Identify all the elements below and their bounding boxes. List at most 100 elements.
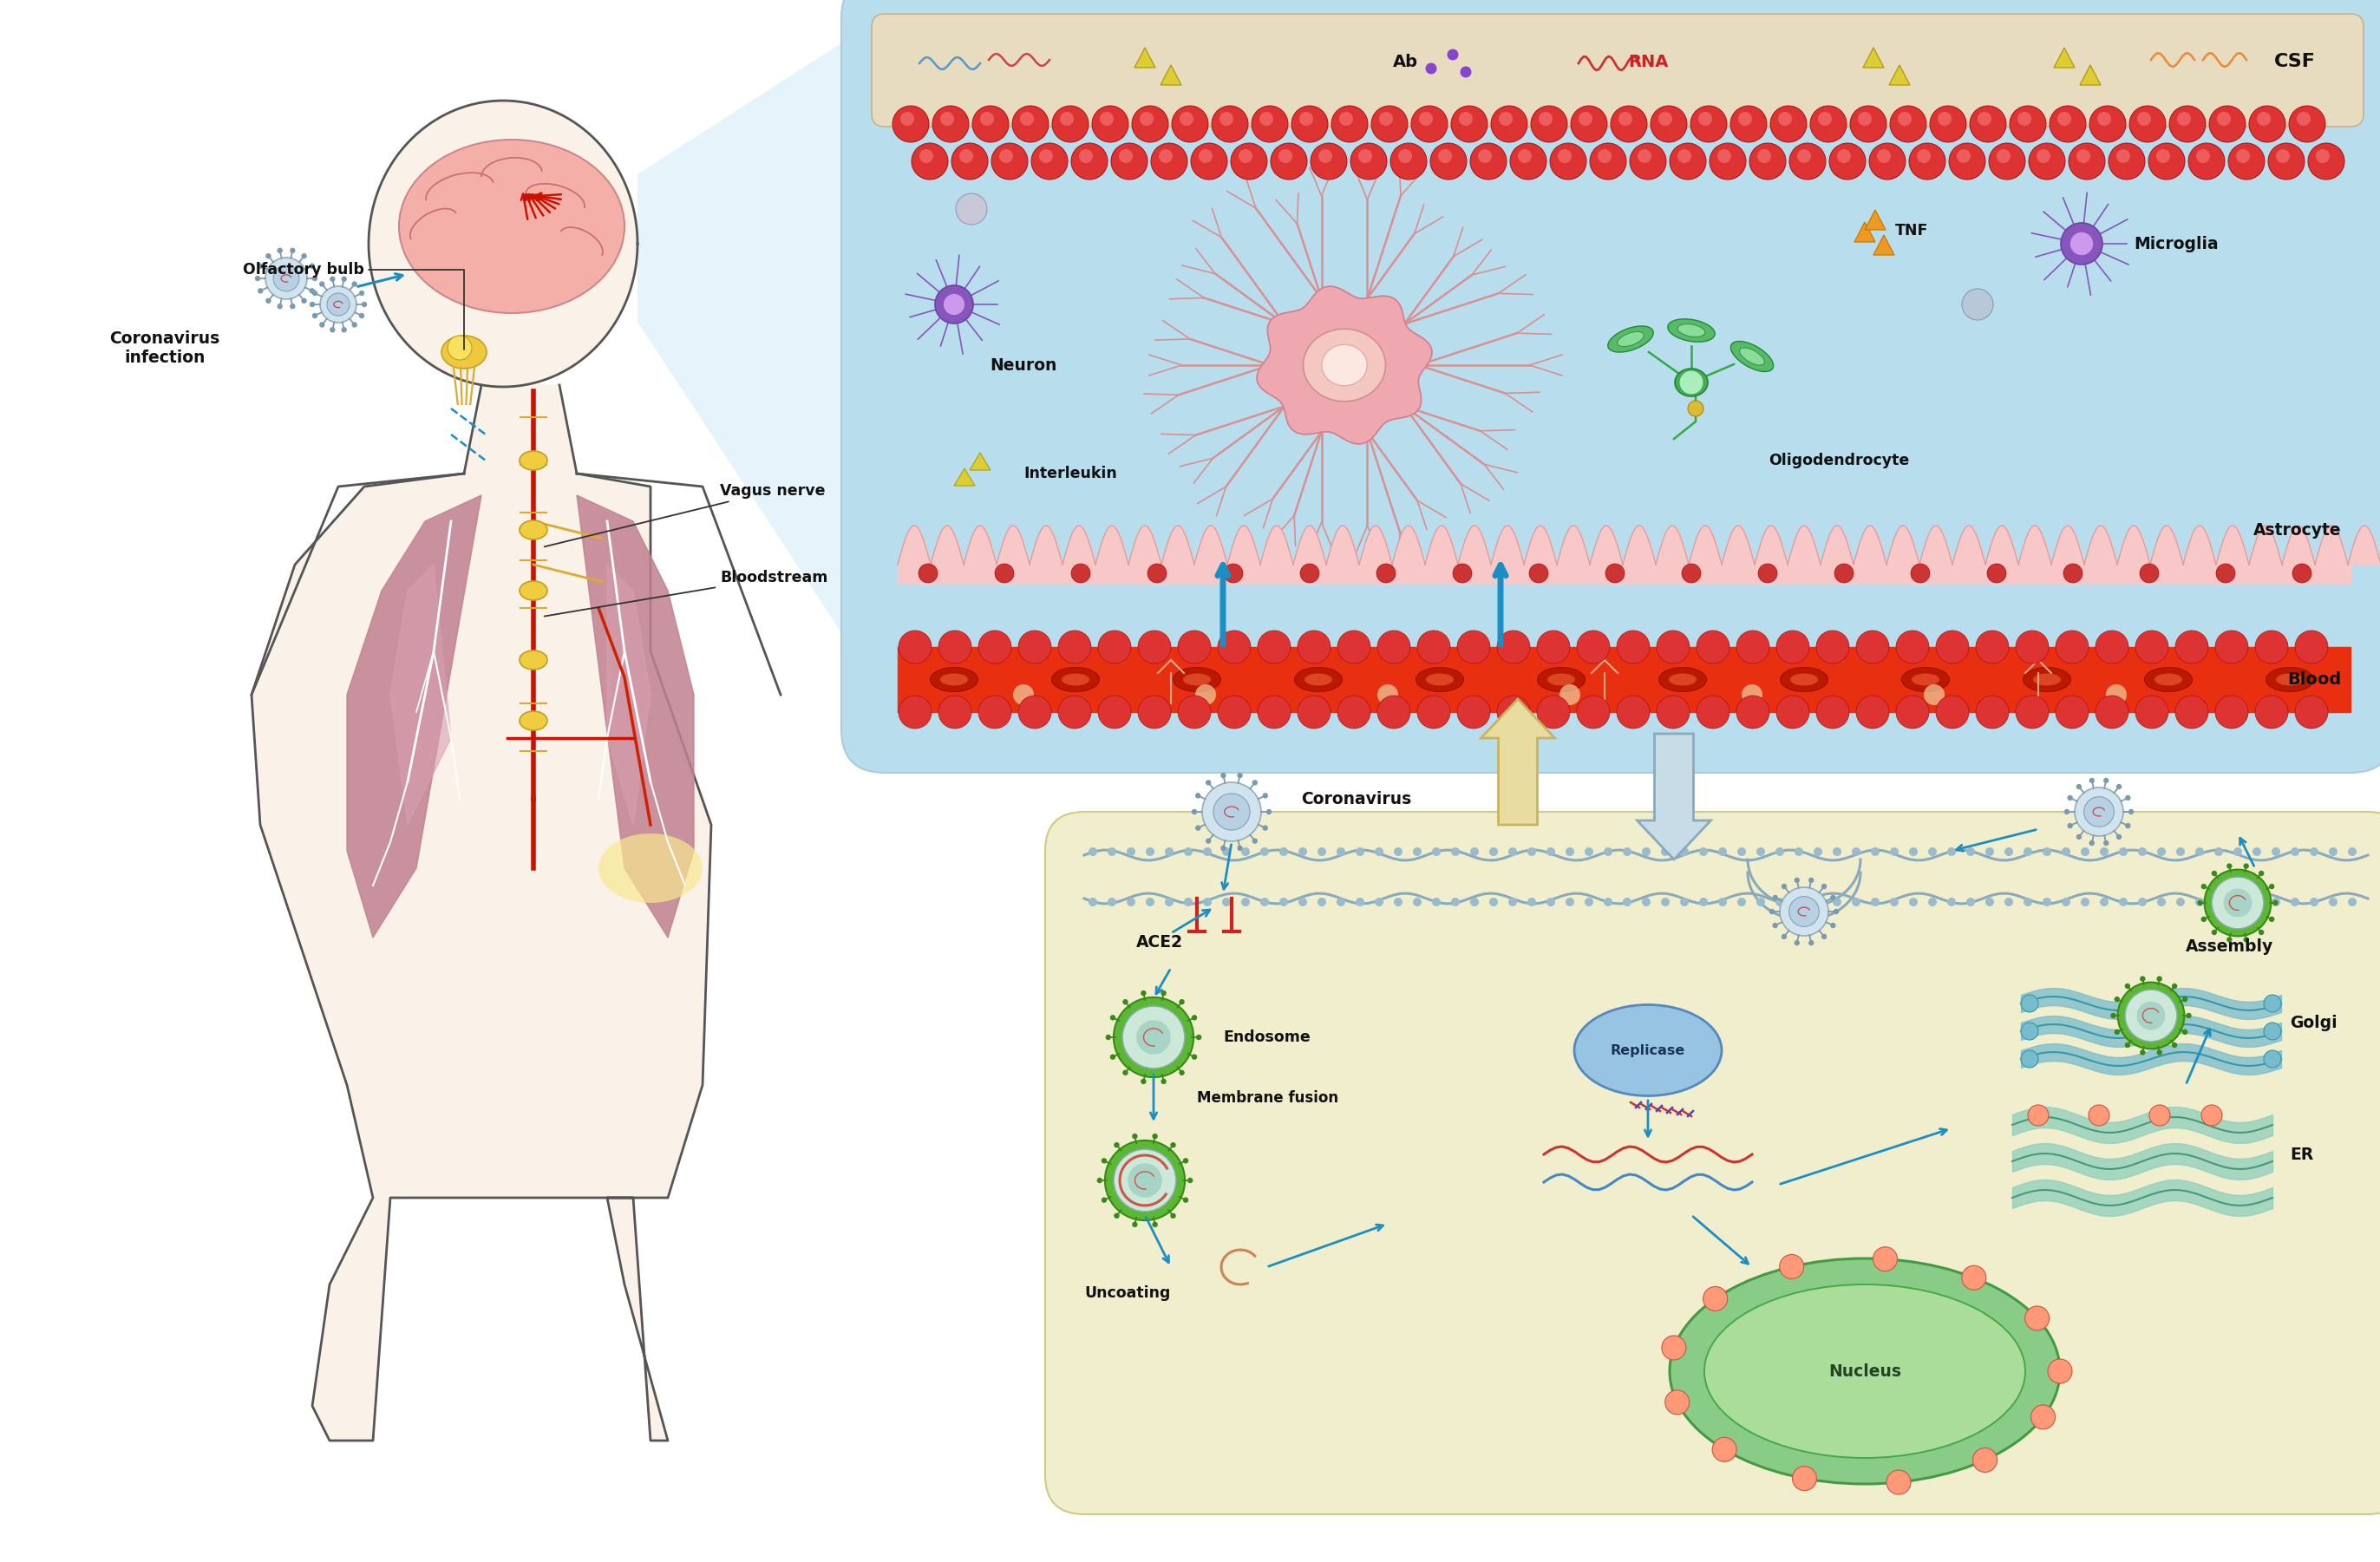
Circle shape [2109,144,2144,180]
Circle shape [1221,898,1230,906]
Circle shape [2263,1050,2280,1068]
Circle shape [1183,847,1192,856]
Circle shape [900,631,931,664]
Text: Interleukin: Interleukin [1023,465,1116,481]
Circle shape [2202,917,2206,922]
Circle shape [2273,900,2278,906]
Circle shape [2202,884,2206,889]
Circle shape [992,144,1028,180]
Circle shape [1266,809,1271,814]
Text: Nucleus: Nucleus [1828,1364,1902,1379]
Circle shape [1678,150,1692,162]
Circle shape [1457,631,1490,664]
Circle shape [2349,898,2356,906]
Circle shape [1856,631,1890,664]
Circle shape [1637,150,1652,162]
Circle shape [1183,1196,1188,1203]
Circle shape [2211,929,2218,936]
Polygon shape [347,495,481,937]
Circle shape [2068,823,2073,828]
Circle shape [1292,106,1328,142]
Ellipse shape [1780,667,1828,692]
Circle shape [1078,150,1092,162]
Circle shape [1152,1221,1157,1228]
Circle shape [1985,898,1994,906]
Circle shape [1937,112,1952,127]
Circle shape [1737,631,1768,664]
Ellipse shape [2033,673,2061,686]
Ellipse shape [1537,667,1585,692]
Text: Coronavirus: Coronavirus [1302,790,1411,808]
Circle shape [2194,847,2204,856]
Circle shape [1709,144,1747,180]
Circle shape [1107,847,1116,856]
Circle shape [1257,631,1290,664]
Circle shape [2135,695,2168,728]
Circle shape [1140,112,1154,127]
Circle shape [2104,840,2109,847]
Circle shape [1052,106,1088,142]
Circle shape [1821,884,1828,889]
Circle shape [959,150,973,162]
Circle shape [1935,631,1968,664]
Circle shape [981,112,995,127]
Polygon shape [2054,48,2075,67]
Circle shape [1299,112,1314,127]
Circle shape [309,301,314,308]
Circle shape [1656,631,1690,664]
Circle shape [1833,909,1840,914]
Ellipse shape [2275,673,2304,686]
Circle shape [1795,940,1799,945]
Circle shape [2118,898,2128,906]
Ellipse shape [1618,331,1645,347]
Circle shape [2075,787,2123,836]
Circle shape [2090,1104,2109,1126]
Circle shape [2294,695,2328,728]
Circle shape [2175,847,2185,856]
Ellipse shape [519,650,547,670]
Circle shape [257,264,264,269]
Circle shape [1338,847,1345,856]
Text: Oligodendrocyte: Oligodendrocyte [1768,453,1909,469]
Circle shape [1656,695,1690,728]
Circle shape [1659,112,1673,127]
Circle shape [1114,1142,1119,1148]
Circle shape [1019,695,1052,728]
Circle shape [1909,847,1918,856]
Circle shape [2297,112,2311,127]
Polygon shape [1854,222,1875,242]
Circle shape [1330,106,1368,142]
Circle shape [2292,564,2311,583]
Circle shape [1088,898,1097,906]
Circle shape [1849,106,1887,142]
Circle shape [1178,695,1211,728]
Circle shape [1699,112,1711,127]
Circle shape [1128,1164,1161,1198]
Circle shape [2156,1050,2161,1056]
Circle shape [2075,784,2082,789]
Circle shape [1459,112,1473,127]
Circle shape [1930,106,1966,142]
Circle shape [2213,847,2223,856]
Polygon shape [1161,66,1180,84]
Circle shape [2194,898,2204,906]
Circle shape [900,695,931,728]
Circle shape [312,312,317,319]
Circle shape [1809,878,1814,883]
Circle shape [302,298,307,303]
Circle shape [1697,631,1730,664]
Circle shape [1357,898,1364,906]
Circle shape [1871,847,1880,856]
Circle shape [1873,1246,1897,1271]
Circle shape [2168,106,2206,142]
Circle shape [2259,929,2263,936]
Circle shape [2256,112,2271,127]
Circle shape [1759,564,1778,583]
Circle shape [1230,144,1266,180]
Circle shape [2209,106,2247,142]
Circle shape [2156,898,2166,906]
Circle shape [1192,1054,1197,1059]
Circle shape [2232,847,2242,856]
Circle shape [1238,845,1242,851]
Circle shape [1868,144,1906,180]
